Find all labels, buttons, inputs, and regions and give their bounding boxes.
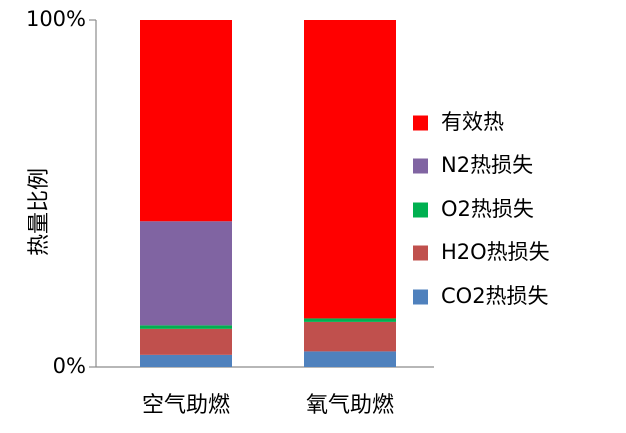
legend-label-2: O2热损失 [441,197,534,221]
legend-swatch-4 [413,115,428,131]
y-axis-title: 热量比例 [27,168,52,256]
x-category-label-0: 空气助燃 [142,393,230,418]
legend-swatch-0 [413,289,428,305]
bar-segment-0-2 [140,325,232,329]
legend: 有效热 N2热损失 O2热损失 H2O热损失 CO2热损失 [413,110,550,308]
bar-segment-0-1 [140,328,232,355]
legend-label-4: 有效热 [441,110,504,134]
legend-label-0: CO2热损失 [441,284,549,308]
bar-segment-1-0 [304,351,396,367]
y-tick-label-100: 100% [26,7,86,31]
plot-area [89,19,434,368]
bar-segment-0-3 [140,221,232,326]
legend-swatch-3 [413,158,428,174]
bar-segment-1-1 [304,321,396,352]
bar-segment-0-0 [140,354,232,367]
bar-segment-0-4 [140,20,232,222]
legend-label-1: H2O热损失 [441,240,550,264]
legend-label-3: N2热损失 [441,153,533,177]
legend-swatch-1 [413,245,428,261]
bar-segment-1-2 [304,318,396,322]
legend-swatch-2 [413,202,428,218]
bar-segment-1-4 [304,20,396,319]
x-category-label-1: 氧气助燃 [306,393,394,418]
bars [140,20,396,367]
y-tick-label-0: 0% [53,354,86,378]
